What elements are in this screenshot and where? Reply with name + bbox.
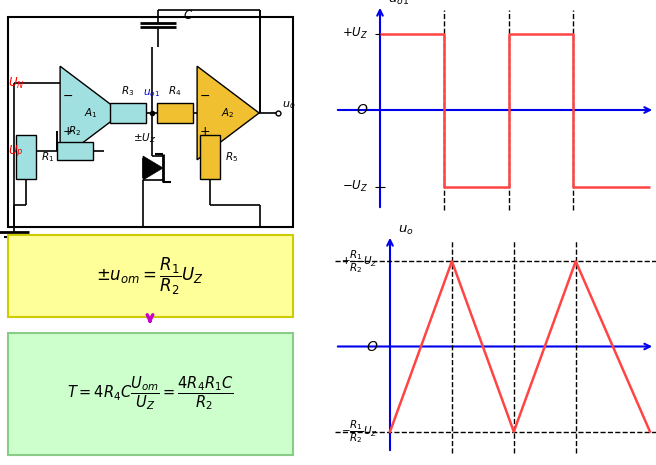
Text: $-\dfrac{R_1}{R_2}U_Z$: $-\dfrac{R_1}{R_2}U_Z$ xyxy=(341,418,378,445)
Text: $u_o$: $u_o$ xyxy=(282,99,295,111)
Text: $-$: $-$ xyxy=(199,88,211,101)
Text: $O$: $O$ xyxy=(356,103,368,117)
Polygon shape xyxy=(143,156,163,180)
Bar xyxy=(8,17,293,227)
Text: $u_{o1}$: $u_{o1}$ xyxy=(144,87,161,99)
Text: $A_2$: $A_2$ xyxy=(221,106,235,120)
Bar xyxy=(57,142,93,160)
Bar xyxy=(110,103,146,123)
Text: $u_o$: $u_o$ xyxy=(398,224,414,237)
Text: $\pm u_{om}=\dfrac{R_1}{R_2}U_Z$: $\pm u_{om}=\dfrac{R_1}{R_2}U_Z$ xyxy=(96,255,204,297)
Bar xyxy=(16,135,36,179)
Text: $+$: $+$ xyxy=(62,125,73,138)
Text: $u_{o1}$: $u_{o1}$ xyxy=(388,0,409,7)
Polygon shape xyxy=(60,66,122,160)
Text: $A_1$: $A_1$ xyxy=(84,106,98,120)
Text: $+$: $+$ xyxy=(199,125,211,138)
Text: $+\dfrac{R_1}{R_2}U_Z$: $+\dfrac{R_1}{R_2}U_Z$ xyxy=(341,248,378,275)
Text: $T=4R_4C\dfrac{U_{om}}{U_Z}=\dfrac{4R_4R_1C}{R_2}$: $T=4R_4C\dfrac{U_{om}}{U_Z}=\dfrac{4R_4R… xyxy=(67,374,234,412)
Text: $-U_Z$: $-U_Z$ xyxy=(342,179,368,194)
Text: $O$: $O$ xyxy=(365,339,378,353)
Bar xyxy=(8,333,293,455)
Polygon shape xyxy=(197,66,259,160)
Text: $U_P$: $U_P$ xyxy=(8,143,24,159)
Text: $R_2$: $R_2$ xyxy=(68,124,81,138)
Text: $R_4$: $R_4$ xyxy=(169,84,182,98)
Text: $-$: $-$ xyxy=(62,88,73,101)
Bar xyxy=(157,103,193,123)
Bar xyxy=(8,235,293,317)
Text: $C$: $C$ xyxy=(183,8,193,21)
Text: $U_N$: $U_N$ xyxy=(8,75,24,91)
Text: $R_1$: $R_1$ xyxy=(41,150,54,164)
Text: $R_3$: $R_3$ xyxy=(121,84,134,98)
Text: $\pm U_Z$: $\pm U_Z$ xyxy=(133,131,157,145)
Bar xyxy=(200,135,220,179)
Text: $+U_Z$: $+U_Z$ xyxy=(342,26,368,41)
Text: $R_5$: $R_5$ xyxy=(226,150,239,164)
